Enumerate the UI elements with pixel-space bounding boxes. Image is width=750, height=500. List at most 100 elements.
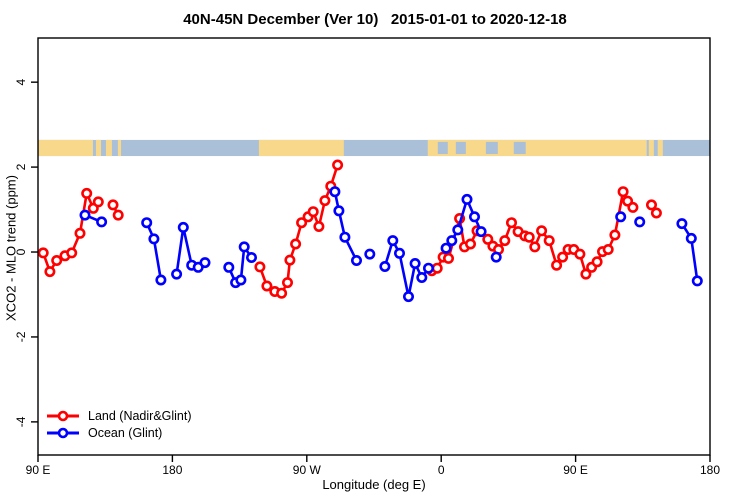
map-band-land-segment [657, 139, 663, 157]
data-point [364, 248, 376, 260]
data-point [650, 207, 662, 219]
data-point [284, 254, 296, 266]
data-point [557, 251, 569, 263]
data-point [155, 274, 167, 286]
data-point [246, 252, 258, 264]
y-tick-label: -4 [14, 416, 28, 427]
data-point [37, 247, 49, 259]
plot-box [37, 37, 711, 456]
page-title: 40N-45N December (Ver 10) 2015-01-01 to … [183, 11, 567, 28]
map-band-land-segment [105, 139, 112, 157]
x-tick-label: 90 W [293, 463, 322, 477]
data-point [422, 262, 434, 274]
data-point [51, 254, 63, 266]
data-point [238, 241, 250, 253]
y-tick-label: -2 [14, 331, 28, 342]
data-point [490, 251, 502, 263]
data-point [627, 201, 639, 213]
data-point [296, 217, 308, 229]
data-point [92, 196, 104, 208]
data-point [96, 216, 108, 228]
data-point [615, 211, 627, 223]
ocean-series-marker-icon [47, 427, 79, 439]
data-point [177, 221, 189, 233]
data-point [319, 195, 331, 207]
data-point [416, 271, 428, 283]
data-point [379, 260, 391, 272]
data-point [499, 235, 511, 247]
map-band-land-segment [427, 139, 647, 157]
y-tick-label: 0 [14, 248, 28, 255]
map-band-land-segment [117, 139, 122, 157]
data-point [475, 226, 487, 238]
data-point [276, 287, 288, 299]
data-point [468, 211, 480, 223]
data-point [199, 257, 211, 269]
data-point [107, 199, 119, 211]
map-band-ocean-patch [437, 141, 448, 155]
data-point [523, 231, 535, 243]
x-tick-label: 180 [162, 463, 182, 477]
x-axis-title: Longitude (deg E) [322, 477, 426, 492]
data-point [81, 187, 93, 199]
data-point [676, 218, 688, 230]
data-point [536, 225, 548, 237]
data-point [409, 257, 421, 269]
map-band-land-segment [648, 139, 654, 157]
data-point [112, 209, 124, 221]
data-point [634, 216, 646, 228]
data-point [580, 268, 592, 280]
data-point [446, 235, 458, 247]
data-point [574, 248, 586, 260]
legend-label-ocean: Ocean (Glint) [88, 426, 163, 440]
legend: Land (Nadir&Glint) Ocean (Glint) [46, 408, 192, 441]
data-point [223, 261, 235, 273]
data-point [254, 261, 266, 273]
data-point [333, 205, 345, 217]
data-point [387, 235, 399, 247]
data-point [313, 221, 325, 233]
legend-label-land: Land (Nadir&Glint) [88, 409, 192, 423]
data-point [464, 238, 476, 250]
data-point [332, 159, 344, 171]
data-point [261, 280, 273, 292]
map-band-ocean-patch [513, 141, 526, 155]
data-point [339, 231, 351, 243]
data-point [461, 193, 473, 205]
x-tick-label: 90 E [563, 463, 588, 477]
data-point [74, 227, 86, 239]
data-point [44, 266, 56, 278]
data-point [350, 254, 362, 266]
legend-entry-ocean: Ocean (Glint) [46, 425, 192, 441]
series-land [37, 159, 662, 299]
series-line [333, 191, 358, 262]
y-tick-label: 4 [14, 79, 28, 86]
data-point [609, 229, 621, 241]
data-point [141, 217, 153, 229]
data-point [645, 199, 657, 211]
map-band-ocean-patch [485, 141, 498, 155]
data-point [148, 233, 160, 245]
data-point [591, 256, 603, 268]
data-point [602, 244, 614, 256]
map-band-land-segment [95, 139, 102, 157]
data-point [329, 186, 341, 198]
data-point [442, 252, 454, 264]
series-ocean [79, 186, 703, 303]
data-point [617, 186, 629, 198]
data-point [393, 247, 405, 259]
data-point [452, 224, 464, 236]
data-point [290, 238, 302, 250]
land-series-marker-icon [47, 410, 79, 422]
x-tick-label: 0 [438, 463, 445, 477]
x-tick-label: 180 [700, 463, 720, 477]
data-point [505, 217, 517, 229]
data-point [307, 206, 319, 218]
data-point [281, 277, 293, 289]
data-point [543, 235, 555, 247]
x-tick-label: 90 E [26, 463, 51, 477]
data-point [66, 247, 78, 259]
map-band-ocean-patch [455, 141, 466, 155]
